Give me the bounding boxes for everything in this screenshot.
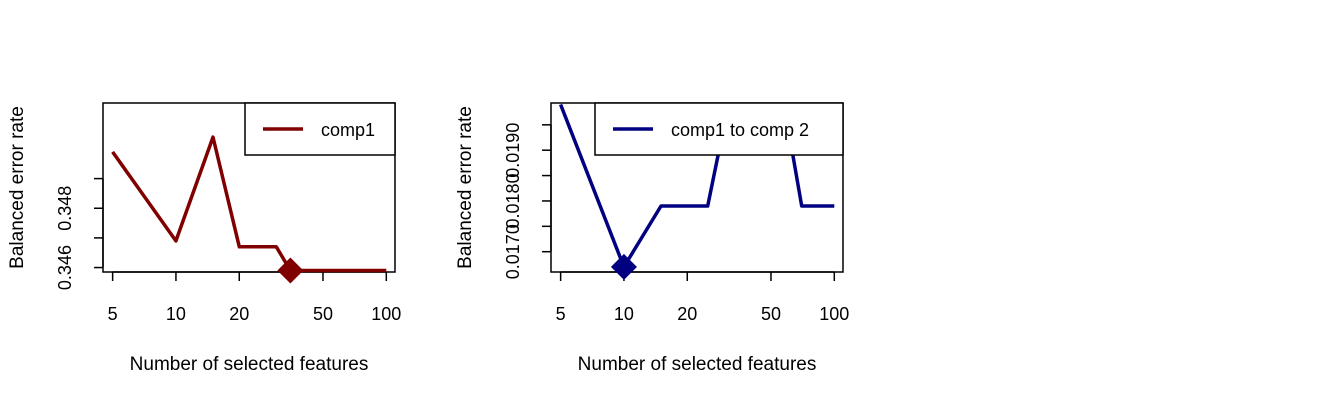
x-tick-label: 10 [166, 304, 186, 324]
optimum-diamond-marker [610, 253, 637, 280]
x-tick-label: 100 [819, 304, 849, 324]
series-line-1 [111, 135, 387, 273]
x-tick-label: 5 [108, 304, 118, 324]
legend-label: comp1 to comp 2 [671, 120, 809, 140]
y-axis-title: Balanced error rate [7, 106, 28, 269]
chart-panel-1: 5 10 20 50 100 0.346 0.348 Number of selected f… [7, 102, 401, 375]
x-tick-label: 50 [761, 304, 781, 324]
y-axis: 0.346 0.348 [55, 177, 104, 290]
y-tick-label: 0.0170 [503, 224, 523, 279]
legend-label: comp1 [321, 120, 375, 140]
x-axis: 5 10 20 50 100 [108, 271, 401, 324]
x-axis-title: Number of selected features [578, 354, 817, 375]
x-axis: 5 10 20 50 100 [556, 271, 849, 324]
y-tick-label: 0.346 [55, 245, 75, 290]
y-tick-label: 0.0180 [503, 173, 523, 228]
x-tick-label: 10 [614, 304, 634, 324]
y-tick-label: 0.348 [55, 186, 75, 231]
x-tick-label: 20 [677, 304, 697, 324]
y-axis-title: Balanced error rate [455, 106, 476, 269]
legend: comp1 to comp 2 [594, 102, 844, 156]
x-axis-title: Number of selected features [130, 354, 369, 375]
optimum-diamond-marker [277, 257, 304, 284]
x-tick-label: 5 [556, 304, 566, 324]
x-tick-label: 20 [229, 304, 249, 324]
legend: comp1 [244, 102, 396, 156]
x-tick-label: 100 [371, 304, 401, 324]
x-tick-label: 50 [313, 304, 333, 324]
y-tick-label: 0.0190 [503, 123, 523, 178]
